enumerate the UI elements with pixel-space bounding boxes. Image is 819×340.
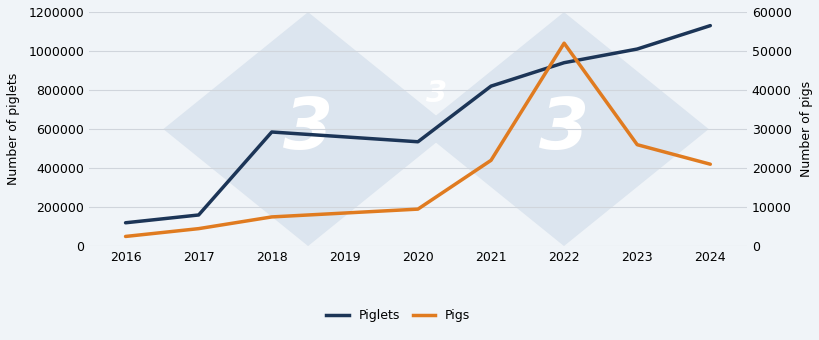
Y-axis label: Number of pigs: Number of pigs — [799, 81, 812, 177]
Text: 3: 3 — [538, 95, 588, 164]
Polygon shape — [163, 12, 452, 246]
Text: 3: 3 — [425, 80, 446, 108]
Legend: Piglets, Pigs: Piglets, Pigs — [321, 304, 475, 327]
Polygon shape — [419, 12, 708, 246]
Text: 3: 3 — [283, 95, 333, 164]
Y-axis label: Number of piglets: Number of piglets — [7, 73, 20, 185]
